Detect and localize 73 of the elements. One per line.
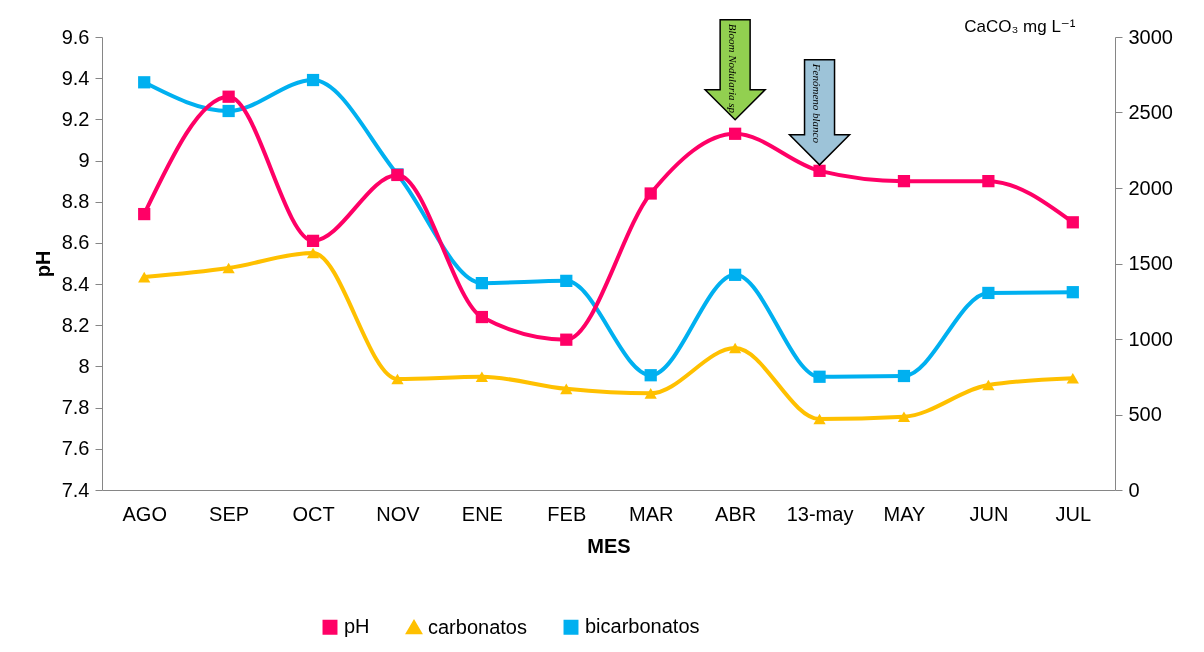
y-axis-title: pH bbox=[31, 250, 54, 278]
point bbox=[475, 371, 488, 383]
y2-tick-label: 1000 bbox=[1128, 327, 1173, 350]
x-tick-label: MAR bbox=[628, 502, 674, 525]
x-tick-label: NOV bbox=[376, 502, 421, 525]
point bbox=[222, 262, 235, 274]
point bbox=[306, 234, 320, 247]
legend-label: carbonatos bbox=[428, 615, 527, 638]
x-axis-title: MES bbox=[587, 534, 631, 557]
point bbox=[813, 164, 826, 177]
x-tick-label: SEP bbox=[209, 502, 250, 525]
point bbox=[644, 369, 657, 382]
x-tick-label: ABR bbox=[715, 502, 757, 525]
point bbox=[1066, 372, 1079, 384]
point bbox=[138, 271, 151, 283]
annotation: Bloom Nodularia sp. bbox=[726, 23, 739, 116]
legend-label: pH bbox=[344, 615, 370, 638]
y-tick-label: 9.6 bbox=[61, 25, 90, 48]
y2-tick-label: 3000 bbox=[1128, 25, 1173, 48]
y2-tick-label: 500 bbox=[1128, 403, 1162, 425]
y-tick-label: 9 bbox=[78, 149, 90, 172]
point bbox=[138, 76, 151, 89]
point bbox=[729, 342, 742, 354]
point bbox=[1066, 286, 1079, 299]
x-tick-label: MAY bbox=[883, 502, 926, 525]
x-tick-label: AGO bbox=[122, 502, 167, 525]
point bbox=[644, 187, 657, 200]
point bbox=[982, 175, 995, 188]
y2-tick-label: 2000 bbox=[1128, 176, 1173, 199]
point bbox=[729, 268, 742, 281]
x-tick-label: FEB bbox=[547, 502, 587, 525]
point bbox=[644, 388, 657, 399]
y2-tick-label: 2500 bbox=[1128, 101, 1173, 123]
x-tick-label: JUL bbox=[1055, 502, 1092, 525]
y-tick-label: 8.2 bbox=[61, 313, 90, 336]
point bbox=[897, 411, 911, 423]
point bbox=[560, 383, 573, 395]
y2-tick-label: 1500 bbox=[1128, 252, 1173, 274]
legend-label: bicarbonatos bbox=[585, 615, 700, 638]
y-tick-label: 7.4 bbox=[61, 478, 90, 501]
x-tick-label: 13-may bbox=[786, 502, 854, 525]
x-tick-label: OCT bbox=[292, 502, 335, 525]
point bbox=[982, 379, 995, 391]
y-tick-label: 8.6 bbox=[61, 231, 90, 254]
y-tick-label: 9.4 bbox=[61, 66, 90, 89]
point bbox=[560, 274, 573, 287]
point bbox=[475, 277, 488, 290]
point bbox=[897, 369, 911, 383]
y-tick-label: 8 bbox=[78, 354, 90, 377]
point bbox=[391, 373, 404, 385]
point bbox=[560, 333, 573, 346]
point bbox=[222, 104, 235, 118]
point bbox=[306, 247, 320, 259]
y-tick-label: 7.6 bbox=[61, 437, 90, 460]
x-tick-label: JUN bbox=[969, 502, 1009, 525]
point bbox=[729, 127, 742, 140]
y-tick-label: 7.8 bbox=[61, 396, 90, 419]
y-tick-label: 9.2 bbox=[61, 107, 90, 130]
y2-axis-title: CaCO₃ mg L⁻¹ bbox=[964, 16, 1076, 36]
point bbox=[475, 310, 488, 324]
point bbox=[138, 207, 151, 221]
point bbox=[1066, 216, 1079, 229]
point bbox=[813, 413, 826, 425]
y-tick-label: 8.4 bbox=[61, 272, 90, 295]
point bbox=[897, 175, 911, 188]
annotation: Fenómeno blanco bbox=[811, 62, 824, 144]
x-tick-label: ENE bbox=[461, 502, 503, 525]
point bbox=[222, 90, 235, 103]
y2-tick-label: 0 bbox=[1128, 478, 1140, 501]
point bbox=[813, 370, 826, 383]
point bbox=[982, 286, 995, 300]
point bbox=[306, 73, 320, 87]
y-tick-label: 8.8 bbox=[61, 190, 90, 213]
